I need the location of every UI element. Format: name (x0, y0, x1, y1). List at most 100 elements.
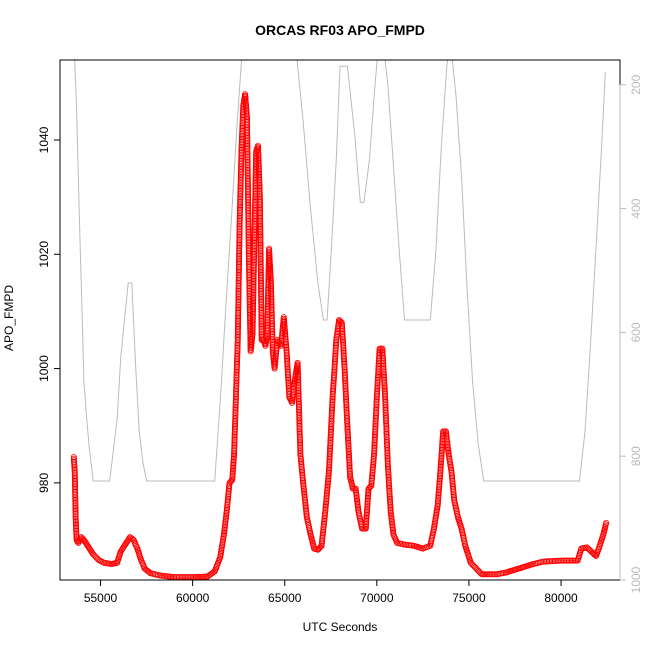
data-point-366 (235, 287, 242, 294)
data-point-1181 (294, 370, 301, 377)
data-point-881 (258, 295, 265, 302)
data-point-1785 (385, 476, 392, 483)
data-point-2076 (558, 557, 565, 564)
data-point-711 (250, 257, 257, 264)
data-point-838 (257, 227, 264, 234)
data-point-417 (236, 206, 243, 213)
data-point-290 (232, 408, 239, 415)
data-point-824 (256, 205, 263, 212)
data-point-666 (249, 328, 256, 335)
data-point-794 (255, 158, 262, 165)
data-point-2079 (562, 557, 569, 564)
data-point-792 (255, 155, 262, 162)
x-tick-label-0: 55000 (84, 591, 118, 605)
data-point-419 (237, 203, 244, 210)
data-point-521 (244, 138, 251, 145)
data-point-541 (244, 169, 251, 176)
data-point-817 (256, 194, 263, 201)
data-point-2025 (484, 571, 491, 578)
data-point-347 (235, 317, 242, 324)
data-point-360 (235, 297, 242, 304)
data-point-895 (258, 317, 265, 324)
data-point-577 (245, 227, 252, 234)
data-point-762 (252, 176, 259, 183)
data-point-36 (72, 510, 79, 517)
data-point-386 (236, 255, 243, 262)
data-point-677 (249, 310, 256, 317)
x-axis-label: UTC Seconds (303, 620, 378, 634)
data-point-343 (234, 324, 241, 331)
y2-tick-label-4: 1000 (629, 566, 643, 593)
data-point-1206 (296, 410, 303, 417)
data-point-759 (252, 181, 259, 188)
data-point-352 (235, 309, 242, 316)
data-point-692 (250, 287, 257, 294)
data-point-893 (258, 314, 265, 321)
data-point-1225 (297, 440, 304, 447)
y2-tick-label-3: 800 (629, 446, 643, 466)
data-point-723 (251, 238, 258, 245)
data-point-1722 (381, 376, 388, 383)
data-point-846 (257, 240, 264, 247)
data-point-853 (257, 251, 264, 258)
data-point-1499 (343, 402, 350, 409)
data-point-548 (244, 181, 251, 188)
data-point-878 (258, 290, 265, 297)
data-point-989 (267, 267, 274, 274)
data-point-815 (256, 190, 263, 197)
data-point-885 (258, 302, 265, 309)
data-point-559 (245, 198, 252, 205)
data-point-275 (231, 432, 238, 439)
data-point-758 (252, 183, 259, 190)
data-point-453 (238, 149, 245, 156)
data-point-1215 (296, 424, 303, 431)
data-point-673 (249, 317, 256, 324)
data-point-511 (244, 122, 251, 129)
data-point-394 (236, 243, 243, 250)
data-point-691 (250, 288, 257, 295)
data-point-976 (266, 247, 273, 254)
data-point-1525 (345, 442, 352, 449)
data-point-358 (235, 300, 242, 307)
data-point-522 (244, 139, 251, 146)
data-point-384 (235, 259, 242, 266)
chart-title: ORCAS RF03 APO_FMPD (255, 22, 425, 38)
data-point-459 (238, 140, 245, 147)
data-point-1202 (295, 403, 302, 410)
data-point-801 (255, 169, 262, 176)
data-point-1194 (295, 391, 302, 398)
y2-tick-label-1: 400 (629, 198, 643, 218)
data-point-382 (235, 262, 242, 269)
data-point-11 (71, 471, 78, 478)
data-point-810 (256, 183, 263, 190)
data-point-1177 (294, 364, 301, 371)
data-point-901 (258, 327, 265, 334)
data-point-1531 (345, 452, 352, 459)
data-point-38 (72, 514, 79, 521)
data-point-686 (250, 296, 257, 303)
data-point-857 (257, 257, 264, 264)
data-point-1612 (367, 483, 374, 490)
data-point-16 (72, 479, 79, 486)
data-point-2131 (603, 519, 610, 526)
data-point-732 (251, 224, 258, 231)
data-point-806 (256, 176, 263, 183)
data-point-1389 (329, 403, 336, 410)
data-point-721 (251, 241, 258, 248)
data-point-1185 (295, 377, 302, 384)
data-point-822 (256, 202, 263, 209)
data-point-847 (257, 241, 264, 248)
data-point-1695 (376, 353, 383, 360)
data-point-799 (255, 166, 262, 173)
data-point-344 (234, 322, 241, 329)
data-point-337 (234, 333, 241, 340)
secondary-line-layer (74, 60, 606, 482)
data-point-2030 (491, 571, 498, 578)
data-point-2029 (490, 571, 497, 578)
data-point-1611 (366, 484, 373, 491)
data-point-2077 (559, 557, 566, 564)
data-point-83 (99, 559, 106, 566)
data-point-322 (234, 357, 241, 364)
data-point-444 (238, 164, 245, 171)
data-point-244 (227, 478, 234, 485)
